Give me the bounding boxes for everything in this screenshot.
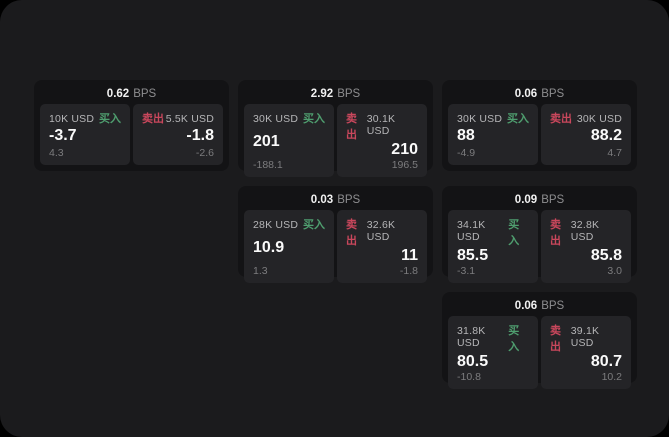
buy-sub-value: 1.3	[253, 264, 268, 277]
buy-price: -3.7	[49, 127, 77, 145]
sell-price: 11	[401, 247, 418, 264]
sell-amount: 32.6K USD	[366, 219, 396, 243]
buy-panel[interactable]: 10K USD 买入 -3.7 4.3	[40, 104, 130, 165]
quote-card: 2.92 BPS 30K USD 买入 201 -188.1 卖出 30.1K U…	[238, 80, 433, 177]
buy-label: 买入	[99, 113, 121, 125]
spread-value: 2.92	[310, 88, 334, 100]
buy-sub-value: -188.1	[253, 158, 283, 171]
quote-card: 0.03 BPS 28K USD 买入 10.9 1.3 卖出 32.6K USD	[238, 186, 433, 283]
spread-value: 0.09	[514, 194, 538, 206]
spread-header: 0.06 BPS	[448, 85, 631, 104]
buy-panel[interactable]: 30K USD 买入 201 -188.1	[244, 104, 334, 177]
buy-label: 买入	[508, 219, 520, 247]
buy-sub-value: 4.3	[49, 146, 64, 159]
buy-panel[interactable]: 34.1K USD 买入 85.5 -3.1	[448, 210, 538, 283]
quote-card: 0.06 BPS 31.8K USD 买入 80.5 -10.8 卖出 39.1K…	[442, 292, 637, 389]
spread-value: 0.62	[106, 88, 130, 100]
spread-header: 0.62 BPS	[40, 85, 223, 104]
sell-sub-value: -1.8	[399, 264, 418, 277]
spread-unit: BPS	[337, 194, 361, 206]
spread-unit: BPS	[541, 194, 565, 206]
sell-sub-value: 3.0	[607, 264, 622, 277]
buy-amount: 10K USD	[49, 113, 95, 125]
sell-panel[interactable]: 卖出 32.6K USD 11 -1.8	[337, 210, 427, 283]
buy-label: 买入	[508, 325, 520, 353]
buy-price: 10.9	[253, 239, 285, 256]
buy-panel[interactable]: 28K USD 买入 10.9 1.3	[244, 210, 334, 283]
sell-panel[interactable]: 卖出 5.5K USD -1.8 -2.6	[133, 104, 223, 165]
spread-header: 2.92 BPS	[244, 85, 427, 104]
sell-amount: 32.8K USD	[570, 219, 600, 243]
spread-header: 0.06 BPS	[448, 297, 631, 316]
quote-card: 0.09 BPS 34.1K USD 买入 85.5 -3.1 卖出 32.8K …	[442, 186, 637, 283]
sell-sub-value: 196.5	[391, 158, 418, 171]
buy-price: 80.5	[457, 353, 489, 370]
buy-amount: 30K USD	[253, 113, 299, 125]
sell-label: 卖出	[550, 219, 561, 247]
buy-price: 88	[457, 127, 475, 145]
spread-value: 0.03	[310, 194, 334, 206]
quote-card: 0.06 BPS 30K USD 买入 88 -4.9 卖出 30K USD	[442, 80, 637, 171]
sell-price: 210	[391, 141, 418, 158]
buy-sub-value: -3.1	[457, 264, 476, 277]
spread-value: 0.06	[514, 88, 538, 100]
buy-panel[interactable]: 30K USD 买入 88 -4.9	[448, 104, 538, 165]
sell-panel[interactable]: 卖出 30.1K USD 210 196.5	[337, 104, 427, 177]
buy-label: 买入	[507, 113, 529, 125]
sell-price: 80.7	[590, 353, 622, 370]
sell-amount: 39.1K USD	[570, 325, 600, 349]
sell-panel[interactable]: 卖出 39.1K USD 80.7 10.2	[541, 316, 631, 389]
buy-amount: 28K USD	[253, 219, 299, 231]
spread-unit: BPS	[337, 88, 361, 100]
sell-price: 88.2	[590, 127, 622, 145]
buy-label: 买入	[303, 113, 325, 125]
buy-panel[interactable]: 31.8K USD 买入 80.5 -10.8	[448, 316, 538, 389]
sell-label: 卖出	[346, 219, 357, 247]
sell-amount: 30K USD	[576, 113, 622, 125]
buy-sub-value: -10.8	[457, 370, 481, 383]
sell-label: 卖出	[346, 113, 357, 141]
sell-amount: 5.5K USD	[165, 113, 214, 125]
sell-panel[interactable]: 卖出 32.8K USD 85.8 3.0	[541, 210, 631, 283]
buy-amount: 34.1K USD	[457, 219, 486, 243]
spread-header: 0.03 BPS	[244, 191, 427, 210]
spread-value: 0.06	[514, 300, 538, 312]
sell-sub-value: 4.7	[607, 146, 622, 159]
buy-amount: 31.8K USD	[457, 325, 486, 349]
sell-sub-value: -2.6	[195, 146, 214, 159]
buy-price: 85.5	[457, 247, 489, 264]
buy-sub-value: -4.9	[457, 146, 476, 159]
sell-price: -1.8	[186, 127, 214, 145]
quote-card-grid: 0.62 BPS 10K USD 买入 -3.7 4.3 卖出 5.5K USD	[34, 80, 637, 389]
sell-panel[interactable]: 卖出 30K USD 88.2 4.7	[541, 104, 631, 165]
buy-price: 201	[253, 133, 280, 150]
buy-label: 买入	[303, 219, 325, 231]
sell-label: 卖出	[550, 325, 561, 353]
spread-unit: BPS	[541, 300, 565, 312]
spread-unit: BPS	[541, 88, 565, 100]
sell-price: 85.8	[590, 247, 622, 264]
spread-unit: BPS	[133, 88, 157, 100]
sell-amount: 30.1K USD	[366, 113, 396, 137]
sell-label: 卖出	[142, 113, 164, 125]
spread-header: 0.09 BPS	[448, 191, 631, 210]
quote-card: 0.62 BPS 10K USD 买入 -3.7 4.3 卖出 5.5K USD	[34, 80, 229, 171]
buy-amount: 30K USD	[457, 113, 503, 125]
sell-label: 卖出	[550, 113, 572, 125]
sell-sub-value: 10.2	[601, 370, 622, 383]
